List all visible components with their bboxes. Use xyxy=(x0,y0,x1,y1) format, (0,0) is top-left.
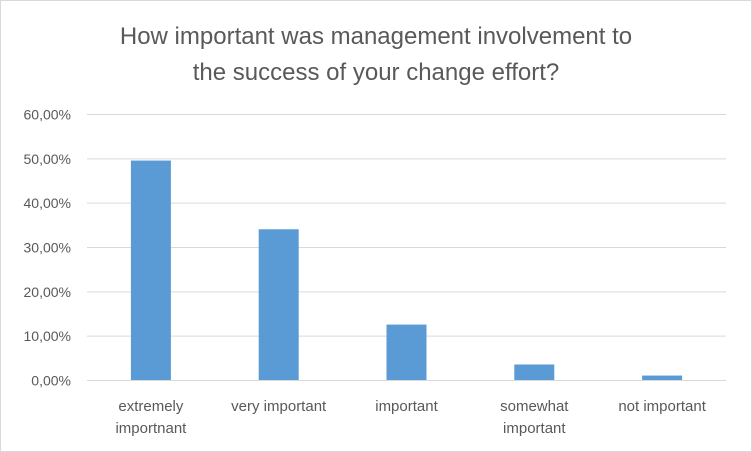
y-tick-label: 20,00% xyxy=(24,284,71,300)
y-tick-label: 0,00% xyxy=(31,373,71,389)
bar xyxy=(386,324,427,380)
chart-title-line-2: the success of your change effort? xyxy=(192,59,560,86)
bar xyxy=(258,229,299,380)
y-tick-label: 30,00% xyxy=(24,240,71,256)
bar xyxy=(514,364,555,380)
x-category-label: somewhat important xyxy=(500,398,569,437)
bar xyxy=(642,375,683,380)
chart-title: How important was management involvement… xyxy=(1,19,751,91)
x-category-label: not important xyxy=(618,398,706,415)
x-category-label: very important xyxy=(231,398,327,415)
y-tick-label: 60,00% xyxy=(24,107,71,123)
chart-title-line-1: How important was management involvement… xyxy=(119,23,633,50)
x-category-label: extremely importnant xyxy=(115,398,187,437)
y-tick-label: 10,00% xyxy=(24,328,71,344)
y-tick-label: 40,00% xyxy=(24,195,71,211)
y-tick-label: 50,00% xyxy=(24,151,71,167)
x-category-label: important xyxy=(375,398,438,415)
bar xyxy=(130,160,171,380)
